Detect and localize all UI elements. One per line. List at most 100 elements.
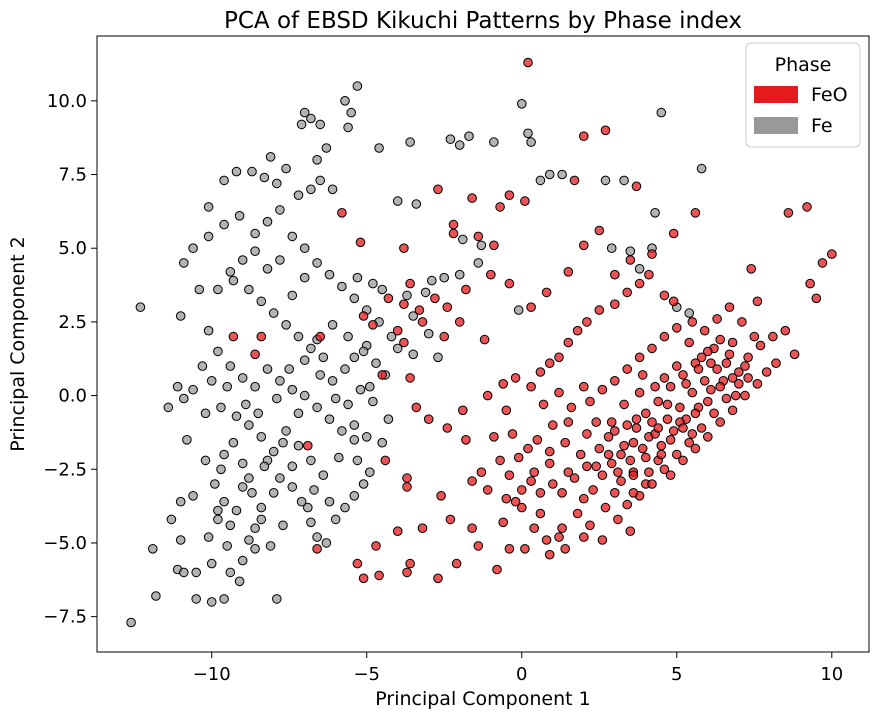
data-point-feo bbox=[628, 470, 639, 481]
data-point-feo bbox=[761, 367, 772, 377]
data-point-fe bbox=[182, 435, 192, 445]
legend-swatch-feo bbox=[754, 86, 798, 103]
data-point-feo bbox=[582, 461, 592, 472]
data-point-fe bbox=[330, 393, 341, 404]
data-point-fe bbox=[216, 464, 226, 475]
points-layer bbox=[126, 57, 837, 628]
data-point-fe bbox=[175, 535, 186, 545]
data-point-fe bbox=[526, 137, 536, 147]
data-point-fe bbox=[696, 163, 707, 174]
data-point-feo bbox=[631, 423, 642, 433]
y-axis-label: Principal Component 2 bbox=[7, 236, 29, 451]
data-point-feo bbox=[616, 449, 626, 460]
data-point-feo bbox=[699, 376, 710, 386]
data-point-fe bbox=[306, 517, 316, 528]
data-point-feo bbox=[659, 373, 670, 383]
data-point-fe bbox=[352, 272, 363, 283]
data-point-feo bbox=[625, 455, 636, 466]
data-point-feo bbox=[473, 231, 484, 242]
data-point-feo bbox=[402, 482, 412, 492]
data-point-fe bbox=[175, 311, 186, 321]
data-point-feo bbox=[402, 473, 412, 483]
data-point-feo bbox=[656, 449, 667, 460]
data-point-feo bbox=[600, 502, 611, 513]
data-point-fe bbox=[299, 107, 310, 118]
y-tick-label: −5.0 bbox=[43, 533, 87, 554]
data-point-fe bbox=[439, 272, 450, 283]
data-point-feo bbox=[789, 349, 800, 360]
data-point-feo bbox=[563, 267, 574, 277]
data-point-fe bbox=[200, 408, 211, 419]
data-point-feo bbox=[405, 373, 415, 383]
data-point-feo bbox=[588, 485, 598, 495]
data-point-feo bbox=[467, 476, 477, 486]
x-axis-label: Principal Component 1 bbox=[375, 688, 590, 710]
data-point-fe bbox=[287, 482, 298, 492]
data-point-fe bbox=[287, 231, 298, 242]
data-point-fe bbox=[219, 219, 229, 230]
data-point-feo bbox=[771, 358, 781, 369]
data-point-fe bbox=[272, 178, 282, 189]
data-point-fe bbox=[203, 532, 214, 542]
data-point-fe bbox=[175, 496, 186, 507]
data-point-fe bbox=[234, 576, 245, 587]
data-point-fe bbox=[321, 538, 332, 548]
data-point-fe bbox=[135, 302, 146, 313]
data-point-feo bbox=[433, 184, 443, 195]
data-point-fe bbox=[281, 320, 291, 330]
data-point-feo bbox=[647, 479, 657, 489]
data-point-fe bbox=[392, 343, 403, 354]
data-point-fe bbox=[262, 264, 273, 274]
data-point-feo bbox=[594, 305, 605, 315]
data-point-fe bbox=[306, 455, 316, 466]
data-point-fe bbox=[365, 381, 375, 392]
data-point-feo bbox=[557, 523, 567, 534]
data-point-feo bbox=[538, 399, 549, 410]
data-point-feo bbox=[724, 302, 735, 313]
data-point-feo bbox=[662, 399, 673, 410]
data-point-fe bbox=[247, 166, 257, 177]
data-point-fe bbox=[225, 520, 236, 531]
data-point-feo bbox=[659, 331, 670, 342]
data-point-fe bbox=[445, 134, 456, 144]
data-point-fe bbox=[365, 467, 375, 478]
data-point-fe bbox=[197, 361, 208, 371]
data-point-fe bbox=[340, 502, 350, 513]
data-point-feo bbox=[684, 437, 695, 448]
data-point-fe bbox=[213, 284, 223, 295]
data-point-fe bbox=[312, 155, 322, 165]
data-point-feo bbox=[827, 249, 837, 259]
data-point-feo bbox=[563, 337, 574, 348]
data-point-feo bbox=[392, 325, 403, 336]
data-point-fe bbox=[392, 196, 403, 206]
data-point-feo bbox=[703, 346, 713, 357]
data-point-fe bbox=[219, 594, 229, 604]
data-point-feo bbox=[656, 440, 667, 451]
data-point-feo bbox=[544, 446, 555, 457]
data-point-feo bbox=[743, 352, 753, 363]
data-point-feo bbox=[628, 488, 639, 498]
data-point-feo bbox=[668, 296, 679, 307]
data-point-fe bbox=[281, 426, 291, 436]
data-point-fe bbox=[306, 343, 316, 354]
data-point-fe bbox=[408, 311, 419, 321]
data-point-feo bbox=[594, 443, 605, 454]
data-point-feo bbox=[572, 508, 583, 519]
data-point-fe bbox=[330, 514, 341, 525]
data-point-fe bbox=[222, 381, 232, 392]
data-point-feo bbox=[703, 432, 713, 442]
data-point-feo bbox=[482, 485, 493, 495]
data-point-feo bbox=[665, 381, 676, 392]
data-point-feo bbox=[721, 358, 732, 369]
data-point-fe bbox=[361, 432, 372, 442]
data-point-feo bbox=[610, 269, 620, 280]
data-point-feo bbox=[510, 373, 521, 383]
data-point-feo bbox=[594, 225, 605, 236]
data-point-fe bbox=[200, 455, 211, 466]
data-point-feo bbox=[510, 496, 521, 507]
data-point-feo bbox=[606, 458, 617, 469]
data-point-feo bbox=[650, 381, 660, 392]
data-point-feo bbox=[560, 544, 571, 554]
data-point-fe bbox=[234, 211, 245, 221]
data-point-fe bbox=[352, 81, 363, 91]
